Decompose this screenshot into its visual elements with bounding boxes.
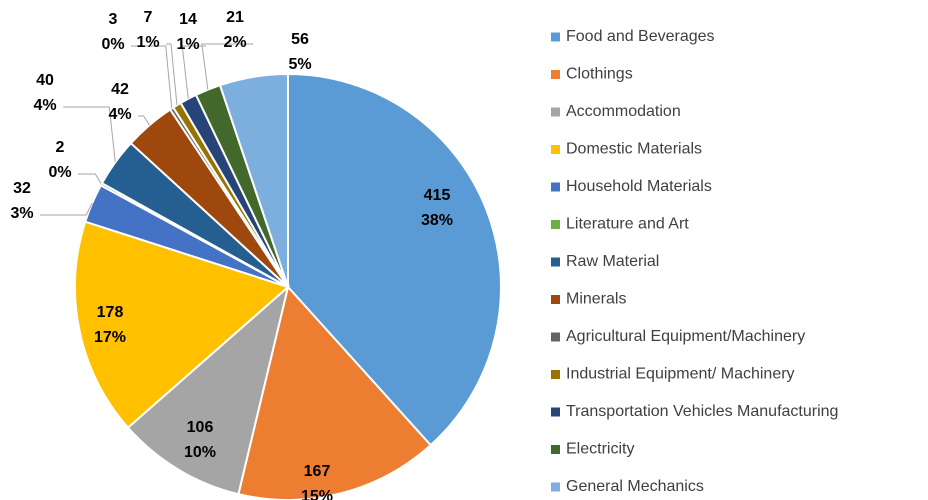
legend-label: Transportation Vehicles Manufacturing — [566, 403, 838, 420]
data-label: 178 — [97, 304, 124, 321]
data-label: 2 — [56, 139, 65, 156]
data-label: 14 — [179, 11, 197, 28]
percent-label: 4% — [108, 106, 131, 123]
legend-label: Minerals — [566, 291, 626, 308]
legend-label: Agricultural Equipment/Machinery — [566, 328, 805, 345]
leader-line — [78, 173, 102, 185]
data-label: 106 — [187, 419, 214, 436]
data-label: 167 — [304, 463, 331, 480]
leader-line — [63, 106, 116, 163]
data-label: 40 — [36, 72, 54, 89]
data-label: 7 — [144, 9, 153, 26]
leader-line — [181, 45, 206, 99]
pie-slice — [237, 284, 433, 500]
legend-swatch — [551, 332, 560, 342]
legend-swatch — [551, 182, 560, 192]
legend-swatch — [551, 70, 560, 79]
data-label: 3 — [109, 11, 118, 28]
pie-slice — [287, 72, 502, 447]
percent-label: 0% — [48, 164, 71, 181]
data-label: 56 — [291, 31, 309, 48]
legend-swatch — [551, 482, 560, 492]
data-label: 21 — [226, 9, 244, 26]
percent-label: 10% — [184, 444, 216, 461]
data-label: 42 — [111, 81, 129, 98]
percent-label: 1% — [176, 36, 199, 53]
legend-label: Household Materials — [566, 178, 712, 195]
percent-label: 0% — [101, 36, 124, 53]
legend-swatch — [551, 257, 560, 267]
percent-label: 15% — [301, 488, 333, 500]
legend-label: Accommodation — [566, 103, 681, 120]
legend-swatch — [551, 107, 560, 117]
data-label: 32 — [13, 180, 31, 197]
percent-label: 3% — [10, 205, 33, 222]
percent-label: 17% — [94, 329, 126, 346]
pie-slice — [74, 220, 290, 429]
legend-label: Domestic Materials — [566, 141, 702, 158]
legend-label: Food and Beverages — [566, 28, 715, 45]
leader-line — [166, 43, 178, 106]
legend-label: General Mechanics — [566, 478, 704, 495]
percent-label: 38% — [421, 212, 453, 229]
leader-line — [40, 202, 93, 216]
percent-label: 4% — [33, 97, 56, 114]
legend-label: Clothings — [566, 66, 633, 83]
percent-label: 1% — [136, 34, 159, 51]
percent-label: 2% — [223, 34, 246, 51]
legend-swatch — [551, 220, 560, 229]
legend-label: Raw Material — [566, 253, 659, 270]
legend-label: Literature and Art — [566, 216, 689, 233]
legend-swatch — [551, 145, 560, 154]
leader-line — [131, 45, 173, 109]
legend-swatch — [551, 32, 560, 42]
legend-swatch — [551, 370, 560, 379]
pie-slice — [126, 284, 290, 496]
pie-slice — [218, 72, 289, 288]
data-label: 415 — [424, 187, 451, 204]
legend-swatch — [551, 445, 560, 454]
legend-label: Electricity — [566, 441, 634, 458]
legend-swatch — [551, 295, 560, 304]
legend-swatch — [551, 407, 560, 417]
leader-line — [138, 115, 150, 126]
legend-label: Industrial Equipment/ Machinery — [566, 366, 795, 383]
percent-label: 5% — [288, 56, 311, 73]
leader-line — [201, 43, 253, 90]
